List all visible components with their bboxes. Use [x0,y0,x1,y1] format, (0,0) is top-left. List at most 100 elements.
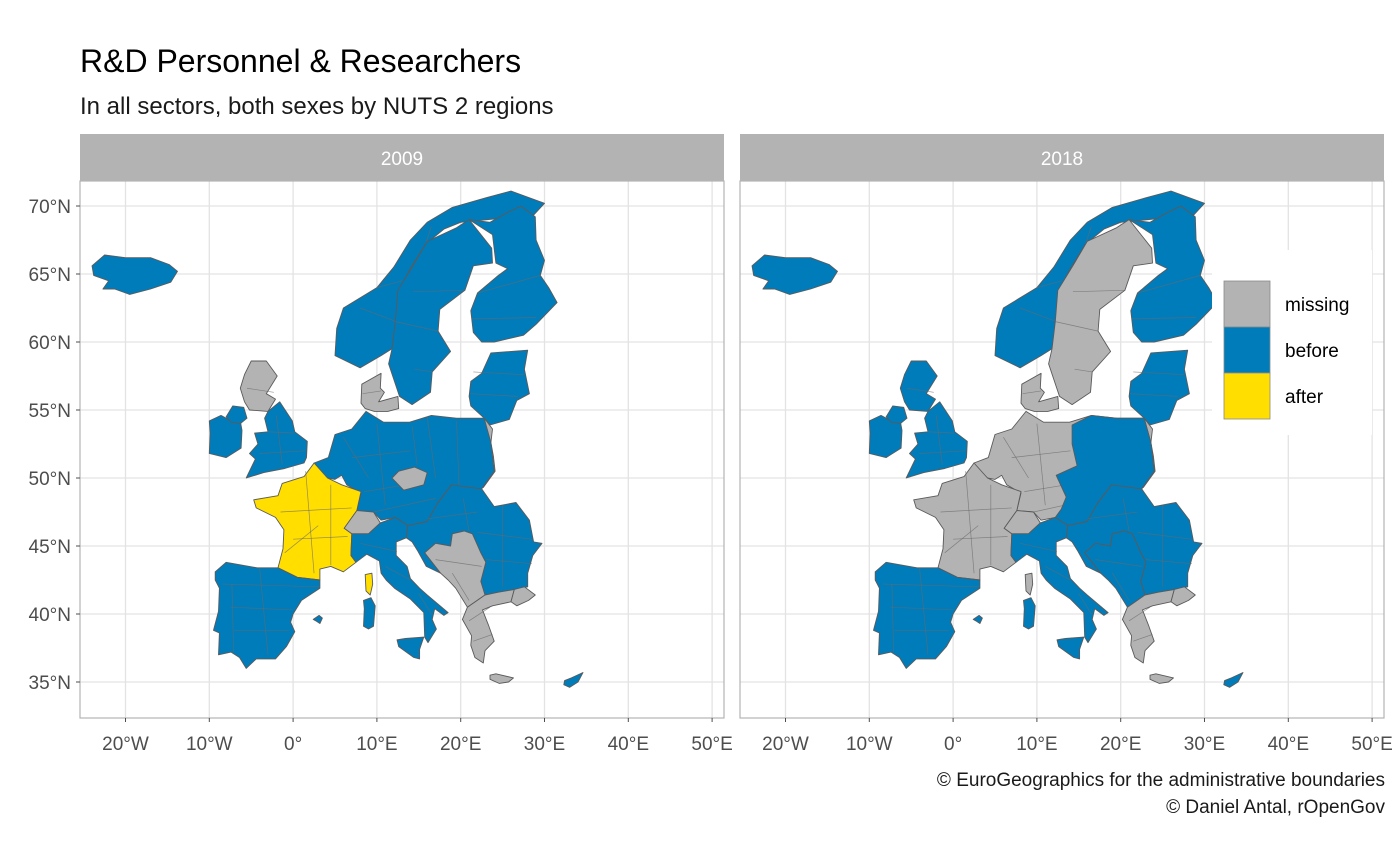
region-missing [461,589,515,664]
region-border [1024,484,1067,492]
region-border [452,573,470,601]
regions [91,190,584,688]
region-border [473,634,493,642]
region-missing [1048,219,1153,406]
region-border [477,275,541,294]
region-border [1137,275,1201,294]
region-before [388,219,493,406]
region-missing [510,586,536,607]
region-border [360,307,397,322]
region-border [944,525,979,554]
region-border [468,606,491,622]
lat-tick-label: 40°N [29,605,71,626]
region-before [468,205,558,343]
region-border [1055,321,1099,332]
caption-line-1: © EuroGeographics for the administrative… [937,770,1385,791]
lat-tick-label: 50°N [29,469,71,490]
region-border [343,437,369,479]
region-border [425,226,432,245]
panel-frame [739,180,1385,719]
region-border [231,584,234,653]
lon-tick-label: 10°E [1016,734,1057,755]
region-before [396,636,425,660]
region-before [1023,597,1036,630]
region-missing [1024,572,1034,596]
legend-label-missing: missing [1285,295,1349,316]
region-border [1112,573,1130,601]
lon-tick-label: 20°W [102,734,149,755]
region-border [1131,317,1197,320]
region-border [927,431,954,434]
region-border [376,280,403,288]
region-missing [360,372,400,412]
region-border [1003,437,1029,479]
region-before [213,561,321,669]
region-border [259,450,306,454]
region-border [473,371,524,375]
lon-tick-label: 0° [284,734,302,755]
region-before [1084,530,1147,608]
region-border [395,321,439,332]
region-border [1085,226,1092,245]
facet-label: 2018 [1041,149,1083,170]
region-border [246,387,274,393]
region-before [905,401,968,479]
region-border [1011,450,1071,458]
longitude-axis: 20°W 10°W 0° 10°E 20°E 30°E 40°E 50°E [102,718,733,755]
lon-tick-label: 20°E [1100,734,1141,755]
region-border [230,606,294,611]
region-border [1020,307,1057,322]
region-border [1020,542,1058,552]
region-border [411,426,418,465]
region-before [972,614,983,624]
facet-label: 2009 [381,149,423,170]
lat-tick-label: 55°N [29,401,71,422]
region-missing [489,673,514,684]
region-border [940,507,1012,513]
region-border [414,368,433,373]
region-border [376,423,386,506]
region-border [1095,559,1142,567]
legend: missing before after [1212,250,1372,435]
region-border [351,450,411,458]
longitude-axis: 20°W 10°W 0° 10°E 20°E 30°E 40°E 50°E [762,718,1393,755]
region-border [919,567,929,655]
map-panel-2018: 2018 20°W 10°W 0° 10°E 20°E 30°E 40°E 50°E [739,134,1393,755]
caption-line-2: © Daniel Antal, rOpenGov [1166,797,1385,818]
region-border [280,507,352,513]
lat-tick-label: 45°N [29,537,71,558]
region-border [1074,368,1093,373]
lon-tick-label: 20°E [440,734,481,755]
region-border [1036,280,1063,288]
figure-title: R&D Personnel & Researchers [80,43,521,79]
region-border [1078,593,1092,615]
region-border [477,532,532,540]
lon-tick-label: 50°E [1351,734,1392,755]
region-border [362,390,382,395]
region-border [305,471,315,574]
region-border [1145,559,1192,565]
region-border [935,415,943,465]
region-border [919,450,966,454]
region-border [1122,498,1130,532]
region-missing [1149,673,1174,684]
region-border [1133,634,1153,642]
region-before [225,405,248,425]
region-before [885,405,908,425]
region-border [1087,511,1138,520]
region-before [1056,636,1085,660]
region-before [363,597,376,630]
region-before [1223,672,1244,688]
region-border [1128,606,1151,622]
region-border [485,559,532,565]
region-border [1036,423,1046,506]
region-border [435,559,482,567]
region-border [1137,532,1192,540]
lon-tick-label: 10°E [356,734,397,755]
region-border [426,416,436,479]
lon-tick-label: 10°W [846,734,893,755]
legend-key-missing [1223,280,1271,328]
region-border [1022,390,1042,395]
region-before [468,349,530,426]
